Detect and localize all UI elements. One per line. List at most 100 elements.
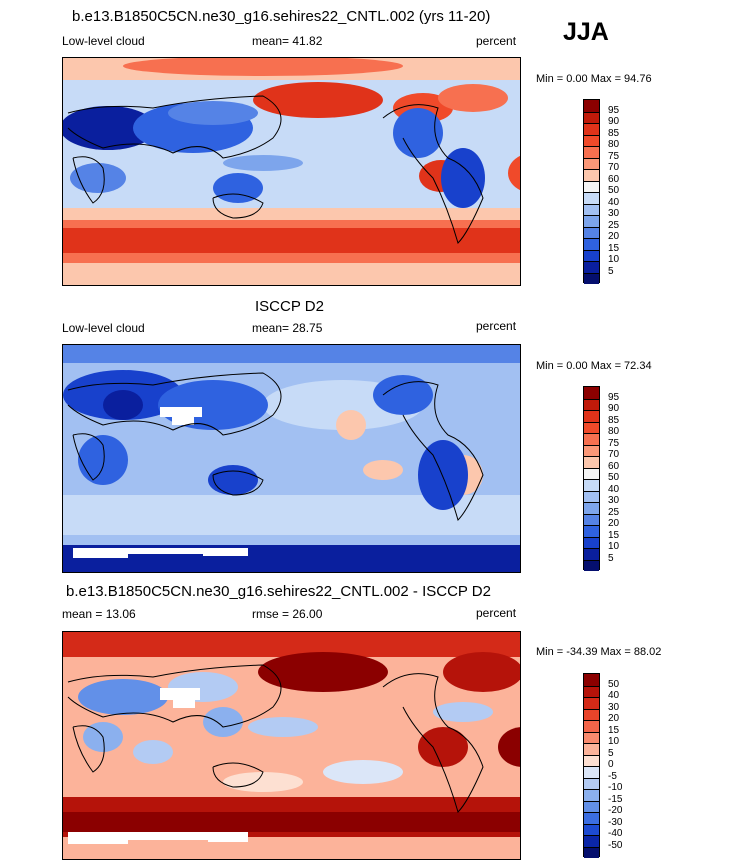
- colorbar-segment: [584, 777, 599, 789]
- colorbar-label: 85: [608, 414, 620, 426]
- panel1-title: b.e13.B1850C5CN.ne30_g16.sehires22_CNTL.…: [72, 8, 491, 25]
- colorbar-segment: [584, 272, 599, 284]
- panel3-units-label: percent: [476, 606, 517, 620]
- colorbar-segment: [584, 720, 599, 732]
- colorbar-segment: [584, 410, 599, 422]
- colorbar-segment: [584, 169, 599, 181]
- colorbar-segment: [584, 111, 599, 123]
- colorbar-segment: [584, 226, 599, 238]
- colorbar-segment: [584, 525, 599, 537]
- colorbar-segment: [584, 203, 599, 215]
- colorbar-label: 75: [608, 437, 620, 449]
- colorbar-label: 60: [608, 460, 620, 472]
- panel2-map: [62, 344, 521, 573]
- panel2-mean-label: mean= 28.75: [252, 321, 323, 335]
- colorbar-label: -40: [608, 828, 623, 839]
- colorbar-label: 70: [608, 162, 620, 173]
- colorbar-segment: [584, 261, 599, 273]
- colorbar-label: 15: [608, 529, 620, 541]
- panel3-mean-label: mean = 13.06: [62, 607, 136, 621]
- colorbar-segment: [584, 456, 599, 468]
- colorbar-segment: [584, 513, 599, 525]
- colorbar-label: 10: [608, 736, 620, 747]
- colorbar-segment: [584, 490, 599, 502]
- colorbar-segment: [584, 685, 599, 697]
- colorbar-segment: [584, 444, 599, 456]
- panel1-minmax: Min = 0.00 Max = 94.76: [536, 73, 652, 85]
- colorbar-label: 10: [608, 254, 620, 265]
- colorbar-label: 90: [608, 116, 620, 127]
- panel1-colorbar: [583, 99, 600, 284]
- colorbar-label: 30: [608, 495, 620, 506]
- colorbar-segment: [584, 123, 599, 135]
- panel1-map: [62, 57, 521, 286]
- colorbar-label: 95: [608, 391, 620, 403]
- colorbar-segment: [584, 789, 599, 801]
- colorbar-segment: [584, 249, 599, 261]
- colorbar-label: 60: [608, 173, 620, 185]
- colorbar-label: 10: [608, 541, 620, 552]
- colorbar-segment: [584, 100, 599, 112]
- colorbar-label: -10: [608, 782, 623, 793]
- colorbar-segment: [584, 766, 599, 778]
- colorbar-segment: [584, 192, 599, 204]
- colorbar-segment: [584, 697, 599, 709]
- colorbar-label: -15: [608, 793, 623, 805]
- colorbar-label: 5: [608, 747, 614, 759]
- colorbar-label: 40: [608, 690, 620, 701]
- colorbar-label: 25: [608, 506, 620, 518]
- colorbar-label: 20: [608, 231, 620, 242]
- panel1-mean-label: mean= 41.82: [252, 34, 323, 48]
- colorbar-segment: [584, 674, 599, 686]
- colorbar-label: -20: [608, 805, 623, 816]
- colorbar-segment: [584, 398, 599, 410]
- colorbar-segment: [584, 433, 599, 445]
- colorbar-segment: [584, 157, 599, 169]
- colorbar-label: 15: [608, 724, 620, 736]
- colorbar-label: 50: [608, 678, 620, 690]
- colorbar-label: 80: [608, 426, 620, 437]
- colorbar-segment: [584, 548, 599, 560]
- panel3-title: b.e13.B1850C5CN.ne30_g16.sehires22_CNTL.…: [66, 583, 491, 600]
- colorbar-segment: [584, 215, 599, 227]
- colorbar-segment: [584, 421, 599, 433]
- panel1-left-label: Low-level cloud: [62, 34, 145, 48]
- colorbar-label: 30: [608, 208, 620, 219]
- colorbar-label: 50: [608, 185, 620, 196]
- colorbar-segment: [584, 387, 599, 399]
- colorbar-segment: [584, 536, 599, 548]
- colorbar-segment: [584, 800, 599, 812]
- colorbar-segment: [584, 812, 599, 824]
- colorbar-label: 90: [608, 403, 620, 414]
- colorbar-segment: [584, 467, 599, 479]
- colorbar-segment: [584, 731, 599, 743]
- panel3-minmax: Min = -34.39 Max = 88.02: [536, 646, 662, 658]
- colorbar-segment: [584, 146, 599, 158]
- colorbar-label: 85: [608, 127, 620, 139]
- panel3-rmse-label: rmse = 26.00: [252, 607, 323, 621]
- colorbar-segment: [584, 559, 599, 571]
- colorbar-label: 40: [608, 196, 620, 208]
- colorbar-label: 5: [608, 552, 614, 564]
- colorbar-label: 40: [608, 483, 620, 495]
- colorbar-label: 25: [608, 219, 620, 231]
- colorbar-segment: [584, 823, 599, 835]
- colorbar-label: 5: [608, 265, 614, 277]
- colorbar-label: 30: [608, 701, 620, 713]
- colorbar-label: 80: [608, 139, 620, 150]
- colorbar-label: -30: [608, 816, 623, 828]
- panel2-colorbar: [583, 386, 600, 571]
- panel3-colorbar: [583, 673, 600, 858]
- colorbar-segment: [584, 754, 599, 766]
- colorbar-label: 20: [608, 518, 620, 529]
- colorbar-label: -50: [608, 839, 623, 851]
- colorbar-label: 0: [608, 759, 614, 770]
- colorbar-segment: [584, 479, 599, 491]
- panel1-units-label: percent: [476, 34, 517, 48]
- panel2-title: ISCCP D2: [255, 298, 324, 315]
- colorbar-segment: [584, 180, 599, 192]
- colorbar-segment: [584, 502, 599, 514]
- colorbar-segment: [584, 835, 599, 847]
- colorbar-label: 20: [608, 713, 620, 724]
- colorbar-label: -5: [608, 770, 617, 782]
